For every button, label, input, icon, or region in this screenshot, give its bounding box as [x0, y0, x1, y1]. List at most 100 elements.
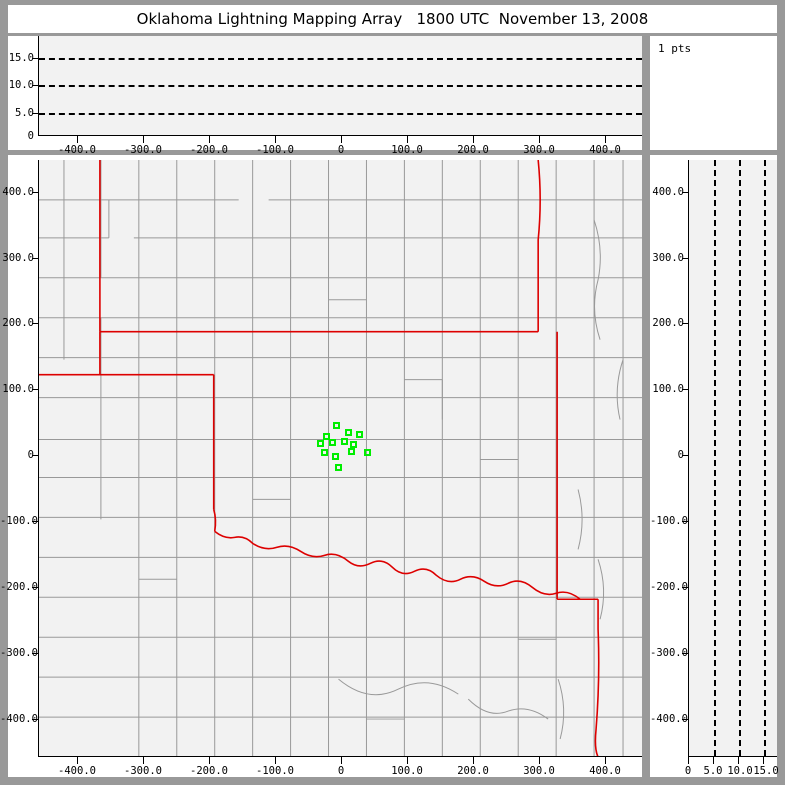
gridline-vertical — [714, 160, 716, 756]
map-ytick-mark — [32, 455, 39, 456]
height-histogram-plot-area — [688, 160, 777, 757]
map-ytick-label: 300.0 — [2, 252, 34, 264]
map-ytick-label: 0 — [27, 449, 34, 461]
top-xtick-label: 100.0 — [391, 144, 423, 156]
map-xtick-mark — [77, 757, 78, 764]
top-xtick-mark — [275, 136, 276, 143]
top-xtick-label: -400.0 — [58, 144, 96, 156]
top-ytick-label: 10.0 — [8, 79, 34, 91]
top-xtick-mark — [407, 136, 408, 143]
lightning-source-marker — [350, 441, 357, 448]
right-ytick-label: -100.0 — [650, 515, 688, 527]
right-xtick-mark — [713, 757, 714, 764]
state-boundaries — [39, 160, 600, 756]
top-xtick-mark — [605, 136, 606, 143]
top-ytick-label: 15.0 — [8, 52, 34, 64]
right-xtick-mark — [738, 757, 739, 764]
map-ytick-mark — [32, 587, 39, 588]
right-ytick-label: -200.0 — [650, 581, 688, 593]
right-ytick-label: 200.0 — [652, 317, 684, 329]
map-xtick-mark — [605, 757, 606, 764]
right-xtick-label: 0 — [684, 765, 692, 777]
map-xtick-label: 400.0 — [589, 765, 621, 777]
right-ytick-label: 100.0 — [652, 383, 684, 395]
county-map-svg — [39, 160, 642, 756]
right-ytick-mark — [682, 323, 689, 324]
map-xtick-label: 0 — [337, 765, 345, 777]
lightning-source-marker — [335, 464, 342, 471]
points-count-label: 1 pts — [658, 42, 692, 55]
map-xtick-mark — [341, 757, 342, 764]
map-xtick-label: -400.0 — [58, 765, 96, 777]
gridline-horizontal — [39, 113, 642, 115]
top-xtick-label: 0 — [337, 144, 345, 156]
lightning-source-marker — [341, 438, 348, 445]
map-xtick-label: -200.0 — [190, 765, 228, 777]
right-ytick-label: 0 — [677, 449, 684, 461]
right-ytick-mark — [682, 719, 689, 720]
title-bar: Oklahoma Lightning Mapping Array 1800 UT… — [8, 5, 777, 33]
top-ytick-label: 5.0 — [15, 107, 34, 119]
top-ytick-mark — [32, 113, 39, 114]
lightning-source-marker — [356, 431, 363, 438]
map-xtick-label: 300.0 — [523, 765, 555, 777]
map-ytick-label: 200.0 — [2, 317, 34, 329]
map-ytick-mark — [32, 192, 39, 193]
top-xtick-mark — [539, 136, 540, 143]
map-ytick-label: 100.0 — [2, 383, 34, 395]
right-ytick-label: -300.0 — [650, 647, 688, 659]
lightning-source-marker — [364, 449, 371, 456]
lightning-source-marker — [317, 440, 324, 447]
top-xtick-label: -200.0 — [190, 144, 228, 156]
gridline-vertical — [764, 160, 766, 756]
lightning-source-marker — [333, 422, 340, 429]
right-xtick-label: 5.0 — [703, 765, 723, 777]
map-xtick-label: -100.0 — [256, 765, 294, 777]
right-ytick-label: 400.0 — [652, 186, 684, 198]
time-height-plot-area — [38, 36, 642, 136]
map-ytick-label: -300.0 — [0, 647, 38, 659]
map-ytick-label: -100.0 — [0, 515, 38, 527]
top-ytick-label: 0 — [27, 130, 34, 142]
map-ytick-label: -200.0 — [0, 581, 38, 593]
gridline-vertical — [739, 160, 741, 756]
top-ytick-mark — [32, 85, 39, 86]
top-xtick-mark — [209, 136, 210, 143]
map-xtick-label: 100.0 — [391, 765, 423, 777]
map-ytick-mark — [32, 653, 39, 654]
top-ytick-mark — [32, 58, 39, 59]
map-ytick-mark — [32, 521, 39, 522]
top-xtick-mark — [143, 136, 144, 143]
right-xtick-label: 15.0 — [753, 765, 779, 777]
map-xtick-mark — [143, 757, 144, 764]
map-ytick-mark — [32, 323, 39, 324]
plan-view-plot-area[interactable] — [38, 160, 642, 757]
top-xtick-label: 300.0 — [523, 144, 555, 156]
lightning-source-marker — [329, 439, 336, 446]
top-xtick-label: -100.0 — [256, 144, 294, 156]
map-ytick-label: -400.0 — [0, 713, 38, 725]
page-title: Oklahoma Lightning Mapping Array 1800 UT… — [136, 10, 649, 28]
right-ytick-mark — [682, 389, 689, 390]
top-xtick-label: 400.0 — [589, 144, 621, 156]
right-ytick-mark — [682, 653, 689, 654]
map-xtick-label: -300.0 — [124, 765, 162, 777]
top-xtick-label: 200.0 — [457, 144, 489, 156]
right-ytick-mark — [682, 258, 689, 259]
map-xtick-mark — [473, 757, 474, 764]
gridline-horizontal — [39, 58, 642, 60]
map-xtick-mark — [275, 757, 276, 764]
right-ytick-mark — [682, 192, 689, 193]
top-xtick-mark — [77, 136, 78, 143]
top-xtick-label: -300.0 — [124, 144, 162, 156]
lightning-source-marker — [321, 449, 328, 456]
map-xtick-mark — [539, 757, 540, 764]
map-ytick-mark — [32, 719, 39, 720]
lightning-source-marker — [323, 433, 330, 440]
map-xtick-mark — [407, 757, 408, 764]
right-ytick-mark — [682, 455, 689, 456]
lightning-source-marker — [332, 453, 339, 460]
right-xtick-mark — [763, 757, 764, 764]
map-xtick-label: 200.0 — [457, 765, 489, 777]
